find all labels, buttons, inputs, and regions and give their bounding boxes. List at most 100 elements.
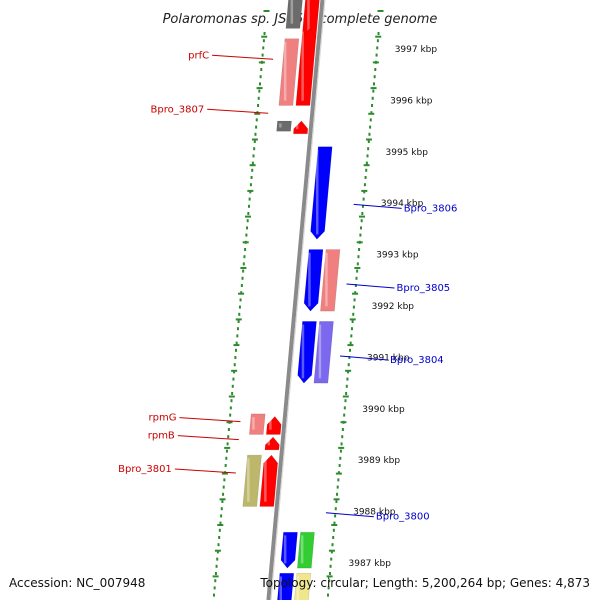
ruler-tick-left xyxy=(231,369,238,372)
ruler-tick-left xyxy=(226,421,233,424)
ruler-dot-right xyxy=(367,147,370,151)
ruler-dot-right xyxy=(328,579,331,583)
ruler-dot-left xyxy=(214,579,217,583)
ruler-tick-left xyxy=(261,35,268,38)
ruler-tick-left xyxy=(219,498,226,501)
ruler-dot-left xyxy=(263,32,266,35)
ruler-dot-left xyxy=(247,212,250,215)
gene-shine-9 xyxy=(301,324,305,379)
ruler-dot-right xyxy=(376,39,379,43)
ruler-dot-right xyxy=(326,593,329,597)
ruler-dot-right xyxy=(364,176,367,179)
ruler-dot-left xyxy=(235,341,238,345)
gene-shine-7 xyxy=(308,252,311,307)
ruler-tick-right xyxy=(361,189,368,192)
ruler-dot-left xyxy=(236,327,239,331)
ruler-dot-left xyxy=(238,305,241,309)
ruler-dot-right xyxy=(363,183,366,187)
gene-feature-18 xyxy=(277,572,295,600)
ruler-dot-right xyxy=(348,356,351,359)
gene-shine-6 xyxy=(316,149,319,235)
ruler-dot-left xyxy=(213,586,216,590)
ruler-dot-left xyxy=(238,312,241,316)
ruler-tick-left xyxy=(233,344,240,347)
ruler-dot-left xyxy=(226,442,229,446)
ruler-dot-right xyxy=(339,456,342,460)
ruler-dot-left xyxy=(231,384,234,388)
ruler-tick-right xyxy=(363,164,370,167)
gene-feature-13 xyxy=(264,436,280,451)
gene-shine-10 xyxy=(318,324,322,379)
ruler-dot-right xyxy=(357,255,360,259)
ruler-dot-right xyxy=(330,557,333,561)
gene-feature-16 xyxy=(280,531,298,569)
ruler-dot-left xyxy=(229,413,232,417)
ruler-tick-right xyxy=(338,446,345,449)
ruler-dot-right xyxy=(361,212,364,215)
ruler-tick-left xyxy=(212,575,219,578)
ruler-tick-right xyxy=(370,87,377,90)
ruler-dot-right xyxy=(376,46,379,50)
gene-shine-5 xyxy=(295,124,299,130)
ruler-dot-left xyxy=(233,363,236,367)
backbone-line xyxy=(266,0,325,600)
ruler-dot-right xyxy=(349,341,352,345)
kbp-tick-label: 3995 kbp xyxy=(386,148,429,158)
ruler-dot-right xyxy=(361,204,364,208)
ruler-dot-right xyxy=(360,219,363,223)
ruler-dot-right xyxy=(372,82,375,86)
ruler-tick-left xyxy=(256,87,263,90)
ruler-tick-left xyxy=(217,524,224,526)
ruler-dot-right xyxy=(339,449,342,453)
ruler-dot-left xyxy=(246,226,249,230)
gene-feature-8 xyxy=(320,249,341,312)
ruler-dot-right xyxy=(356,269,359,273)
ruler-dot-right xyxy=(375,53,378,57)
ruler-tick-left xyxy=(247,189,254,192)
label-leader-line xyxy=(174,468,236,474)
gene-label: rpmG xyxy=(149,413,177,424)
ruler-dot-right xyxy=(344,399,347,403)
ruler-dot-right xyxy=(347,370,350,374)
ruler-dot-right xyxy=(346,377,349,381)
ruler-dot-right xyxy=(367,140,370,143)
ruler-dot-right xyxy=(329,564,332,568)
ruler-dot-left xyxy=(231,392,234,395)
gene-label: Bpro_3807 xyxy=(151,104,205,115)
ruler-tick-left xyxy=(235,318,242,321)
ruler-tick-left xyxy=(228,395,235,398)
ruler-dot-left xyxy=(229,406,232,410)
ruler-dot-left xyxy=(221,500,224,503)
ruler-dot-right xyxy=(335,500,338,503)
ruler-dot-left xyxy=(235,348,238,352)
ruler-dot-right xyxy=(332,528,335,532)
ruler-dot-left xyxy=(257,104,260,107)
ruler-tick-left xyxy=(245,215,252,218)
ruler-dot-left xyxy=(247,204,250,208)
ruler-dot-right xyxy=(347,363,350,367)
ruler-dot-right xyxy=(354,284,357,287)
ruler-dot-left xyxy=(216,550,219,554)
ruler-dot-right xyxy=(369,118,372,122)
gene-feature-2 xyxy=(278,38,300,106)
label-leader-line xyxy=(212,54,274,60)
ruler-dot-left xyxy=(219,521,222,525)
gene-shine-19 xyxy=(296,576,299,600)
ruler-tick-right xyxy=(349,318,356,321)
ruler-tick-left xyxy=(258,61,265,64)
ruler-dot-left xyxy=(225,456,228,460)
ruler-tick-right xyxy=(340,421,347,424)
ruler-dot-right xyxy=(345,384,348,388)
gene-feature-3 xyxy=(295,27,317,106)
gene-shine-13 xyxy=(267,440,270,446)
gene-feature-6 xyxy=(310,146,333,240)
ruler-dot-left xyxy=(255,118,258,122)
ruler-dot-right xyxy=(333,521,336,525)
kbp-tick-label: 3990 kbp xyxy=(362,405,405,415)
accession-text: Accession: NC_007948 xyxy=(9,576,146,590)
ruler-dot-left xyxy=(223,478,226,482)
kbp-tick-label: 3992 kbp xyxy=(372,302,415,312)
kbp-tick-label: 3997 kbp xyxy=(395,45,438,55)
gene-shine-12 xyxy=(269,419,272,430)
gene-feature-12 xyxy=(265,416,282,435)
